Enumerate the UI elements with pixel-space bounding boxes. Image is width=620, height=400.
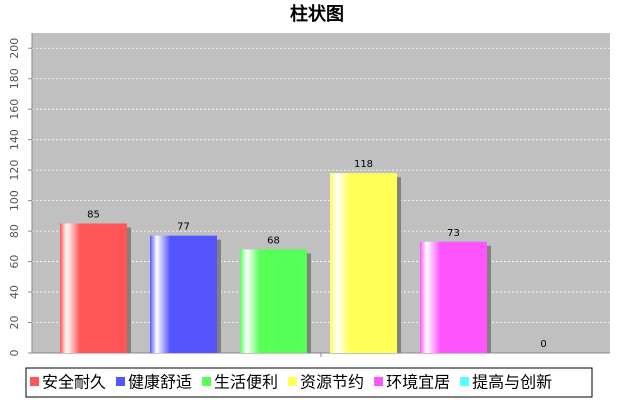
bar bbox=[150, 235, 217, 353]
y-tick-label: 160 bbox=[8, 99, 21, 120]
y-tick-label: 40 bbox=[8, 285, 21, 299]
y-tick-label: 0 bbox=[8, 350, 21, 357]
value-label: 68 bbox=[267, 235, 280, 246]
value-label: 0 bbox=[540, 339, 546, 350]
legend-label: 资源节约 bbox=[300, 373, 364, 392]
bar bbox=[240, 249, 307, 353]
chart-title: 柱状图 bbox=[290, 3, 344, 25]
y-tick-label: 180 bbox=[8, 68, 21, 89]
legend-label: 健康舒适 bbox=[128, 373, 192, 392]
legend-swatch bbox=[202, 377, 212, 386]
bar bbox=[420, 241, 487, 353]
legend-swatch bbox=[460, 377, 470, 386]
value-label: 73 bbox=[447, 228, 460, 239]
legend-swatch bbox=[116, 377, 126, 386]
legend-label: 安全耐久 bbox=[42, 373, 106, 392]
y-tick-label: 140 bbox=[8, 129, 21, 150]
y-tick-label: 120 bbox=[8, 160, 21, 181]
y-tick-label: 20 bbox=[8, 316, 21, 330]
bar bbox=[330, 173, 397, 353]
legend-label: 提高与创新 bbox=[472, 373, 552, 392]
legend-swatch bbox=[30, 377, 39, 386]
y-tick-label: 200 bbox=[8, 38, 21, 59]
y-tick-label: 80 bbox=[8, 224, 21, 238]
y-tick-label: 100 bbox=[8, 190, 21, 211]
value-label: 77 bbox=[177, 222, 190, 233]
legend-swatch bbox=[374, 377, 384, 386]
legend-label: 生活便利 bbox=[214, 373, 278, 392]
bar bbox=[60, 223, 127, 353]
legend-label: 环境宜居 bbox=[386, 373, 450, 392]
legend-swatch bbox=[288, 377, 298, 386]
value-label: 118 bbox=[354, 159, 373, 170]
y-tick-label: 60 bbox=[8, 255, 21, 269]
value-label: 85 bbox=[87, 209, 100, 220]
